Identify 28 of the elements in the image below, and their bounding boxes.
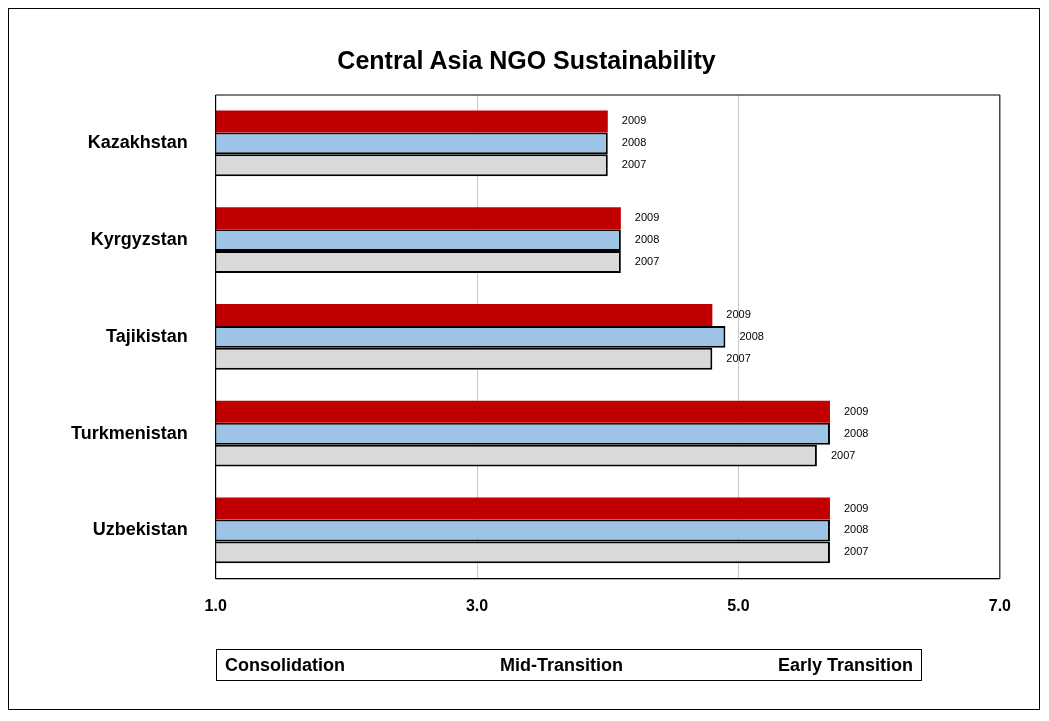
text: 2008 xyxy=(739,329,764,342)
y-tick-label: Kazakhstan xyxy=(87,132,188,153)
text: 2007 xyxy=(634,255,660,268)
series-label: 2008 xyxy=(621,136,647,149)
text: 2009 xyxy=(726,308,751,320)
x-tick-label: 3.0 xyxy=(465,596,489,614)
text: 2008 xyxy=(843,523,869,536)
x-tick-label: 7.0 xyxy=(988,596,1012,614)
y-tick-label: Kyrgyzstan xyxy=(90,229,188,250)
x-tick-label: 5.0 xyxy=(727,596,750,614)
x-tick-label: 1.0 xyxy=(204,596,227,614)
text: 2007 xyxy=(830,448,856,461)
text: 2007 xyxy=(726,351,751,364)
text: Consolidation xyxy=(225,654,345,676)
text: 2007 xyxy=(843,545,869,558)
text: 2009 xyxy=(843,404,869,417)
text: Early Transition xyxy=(777,654,913,676)
y-tick-label: Uzbekistan xyxy=(92,519,188,540)
chart-title: Central Asia NGO Sustainability xyxy=(337,45,716,74)
text: 2009 xyxy=(843,501,869,514)
text: 2008 xyxy=(634,233,660,246)
y-tick-label: Tajikistan xyxy=(105,325,188,346)
series-label: 2009 xyxy=(621,114,647,127)
series-label: 2007 xyxy=(621,158,647,171)
text: 2008 xyxy=(843,426,869,439)
text: Mid-Transition xyxy=(499,654,623,676)
text: 2009 xyxy=(634,211,660,224)
y-tick-label: Turkmenistan xyxy=(70,422,188,443)
